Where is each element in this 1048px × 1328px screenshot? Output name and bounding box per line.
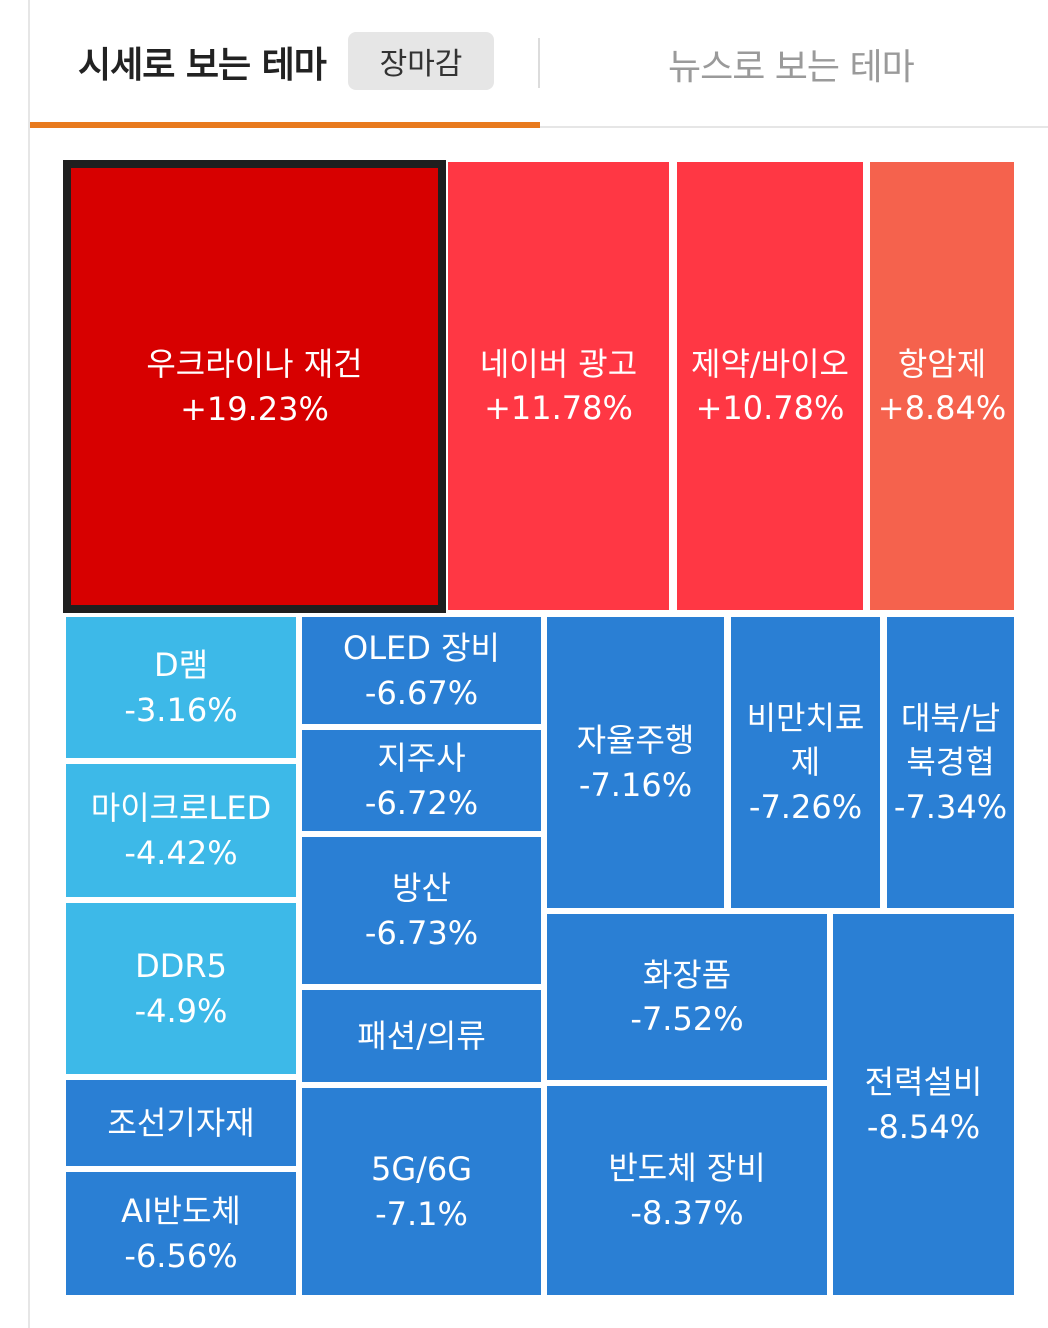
theme-tile-naver-ads[interactable]: 네이버 광고 +11.78% bbox=[448, 162, 669, 610]
theme-name: AI반도체 bbox=[121, 1192, 241, 1231]
theme-tile-autonomous-driving[interactable]: 자율주행 -7.16% bbox=[547, 617, 724, 908]
theme-change: -7.26% bbox=[748, 787, 863, 826]
theme-change: +11.78% bbox=[484, 389, 633, 427]
theme-tile-obesity-treatment[interactable]: 비만치료제 -7.26% bbox=[731, 617, 880, 908]
theme-tile-ukraine-reconstruction[interactable]: 우크라이나 재건 +19.23% bbox=[63, 160, 446, 613]
market-status-badge: 장마감 bbox=[348, 32, 494, 90]
tab-price-theme[interactable]: 시세로 보는 테마 장마감 bbox=[30, 0, 540, 128]
theme-tile-holding-company[interactable]: 지주사 -6.72% bbox=[302, 730, 541, 831]
theme-change: -7.52% bbox=[630, 1000, 744, 1038]
theme-tile-5g-6g[interactable]: 5G/6G -7.1% bbox=[302, 1088, 541, 1295]
tab-divider bbox=[538, 38, 540, 88]
theme-tile-shipbuilding-equipment[interactable]: 조선기자재 bbox=[66, 1080, 296, 1166]
theme-name: 화장품 bbox=[642, 955, 732, 994]
theme-tile-semiconductor-equipment[interactable]: 반도체 장비 -8.37% bbox=[547, 1086, 827, 1295]
theme-change: -8.54% bbox=[866, 1107, 981, 1146]
theme-tile-oled-equipment[interactable]: OLED 장비 -6.67% bbox=[302, 617, 541, 724]
tab-news-theme[interactable]: 뉴스로 보는 테마 bbox=[668, 47, 915, 88]
theme-change: +10.78% bbox=[695, 389, 845, 427]
theme-change: -8.37% bbox=[630, 1193, 744, 1232]
theme-change: -6.56% bbox=[124, 1236, 238, 1275]
theme-change: -7.1% bbox=[375, 1194, 468, 1233]
theme-tile-ddr5[interactable]: DDR5 -4.9% bbox=[66, 903, 296, 1074]
content-frame bbox=[28, 0, 1048, 1328]
theme-tile-ai-semiconductor[interactable]: AI반도체 -6.56% bbox=[66, 1172, 296, 1295]
theme-name: 전력설비 bbox=[864, 1063, 983, 1102]
theme-change: -7.34% bbox=[893, 787, 1008, 826]
theme-name: 제약/바이오 bbox=[691, 344, 849, 383]
theme-name: 반도체 장비 bbox=[608, 1149, 766, 1188]
theme-name: 우크라이나 재건 bbox=[146, 345, 363, 384]
theme-tile-micro-led[interactable]: 마이크로LED -4.42% bbox=[66, 764, 296, 897]
theme-change: -4.9% bbox=[134, 991, 228, 1030]
tab-price-theme-label: 시세로 보는 테마 bbox=[78, 45, 327, 86]
theme-tile-fashion-apparel[interactable]: 패션/의류 bbox=[302, 990, 541, 1082]
theme-name: 패션/의류 bbox=[357, 1016, 486, 1055]
theme-name: 항암제 bbox=[897, 344, 987, 383]
theme-name: D램 bbox=[153, 646, 209, 685]
active-tab-indicator bbox=[30, 122, 540, 128]
theme-name: 조선기자재 bbox=[107, 1103, 255, 1142]
theme-name: 비만치료제 bbox=[746, 699, 865, 782]
theme-tab-bar: 시세로 보는 테마 장마감 뉴스로 보는 테마 bbox=[30, 0, 1048, 128]
theme-change: -6.67% bbox=[364, 673, 479, 712]
theme-change: -6.72% bbox=[364, 783, 479, 822]
theme-change: -7.16% bbox=[578, 765, 693, 804]
theme-change: +19.23% bbox=[180, 389, 329, 428]
theme-name: 네이버 광고 bbox=[479, 344, 638, 383]
theme-tile-defense[interactable]: 방산 -6.73% bbox=[302, 837, 541, 984]
theme-name: 자율주행 bbox=[576, 721, 695, 760]
theme-name: 지주사 bbox=[377, 739, 466, 778]
theme-name: 대북/남북경협 bbox=[900, 699, 1001, 782]
theme-tile-cosmetics[interactable]: 화장품 -7.52% bbox=[547, 914, 827, 1080]
theme-name: 5G/6G bbox=[370, 1150, 473, 1189]
theme-name: 방산 bbox=[392, 869, 451, 908]
theme-tile-anticancer[interactable]: 항암제 +8.84% bbox=[870, 162, 1014, 610]
theme-tile-dram[interactable]: D램 -3.16% bbox=[66, 617, 296, 758]
theme-tile-pharma-bio[interactable]: 제약/바이오 +10.78% bbox=[677, 162, 863, 610]
theme-name: DDR5 bbox=[135, 947, 227, 986]
theme-name: 마이크로LED bbox=[90, 789, 272, 828]
theme-name: OLED 장비 bbox=[343, 629, 500, 668]
theme-tile-inter-korean-cooperation[interactable]: 대북/남북경협 -7.34% bbox=[887, 617, 1014, 908]
theme-change: -6.73% bbox=[364, 913, 479, 952]
theme-tile-power-equipment[interactable]: 전력설비 -8.54% bbox=[833, 914, 1014, 1295]
theme-change: -3.16% bbox=[124, 690, 238, 729]
theme-change: -4.42% bbox=[124, 833, 238, 872]
theme-change: +8.84% bbox=[877, 389, 1007, 427]
